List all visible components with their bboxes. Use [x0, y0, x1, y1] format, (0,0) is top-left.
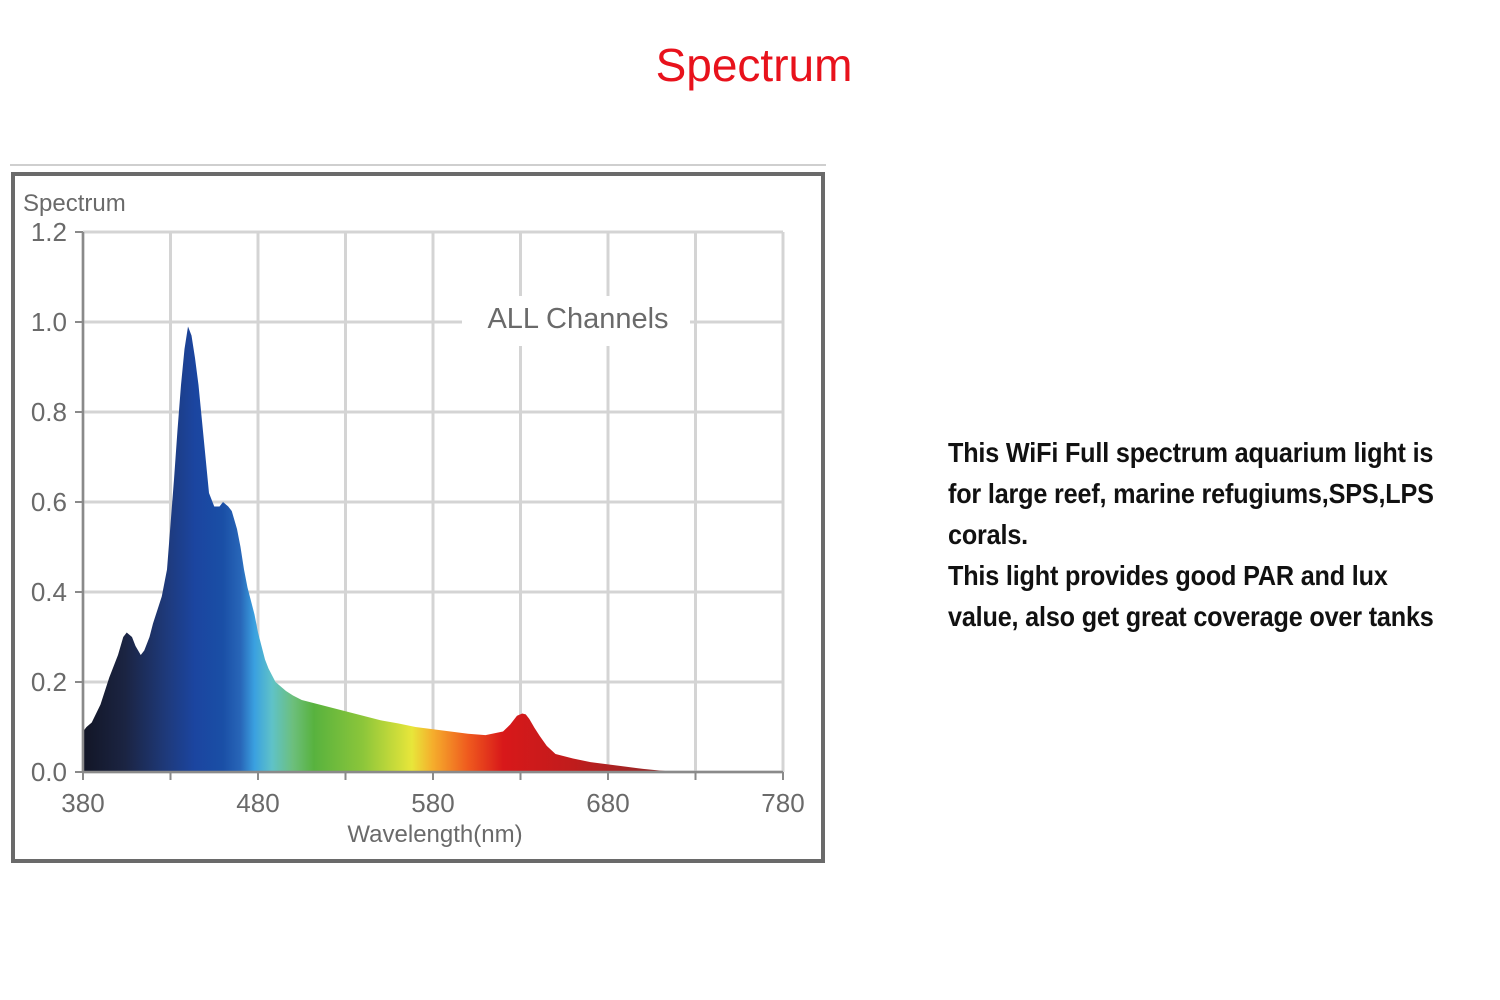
x-tick-label: 780 — [761, 788, 804, 818]
spectrum-chart-frame: 0.0 0.2 0.4 0.6 0.8 1.0 1.2 380 480 580 680 780 ALL… — [11, 172, 825, 863]
x-tick-label: 580 — [411, 788, 454, 818]
annotation-label: ALL Channels — [487, 303, 668, 335]
y-tick-label: 1.0 — [31, 307, 67, 337]
chart-axes — [75, 231, 784, 780]
y-axis-label: Spectrum — [23, 190, 126, 217]
x-tick-label: 680 — [586, 788, 629, 818]
y-tick-label: 0.8 — [31, 397, 67, 427]
spectrum-area — [83, 326, 678, 772]
y-tick-label: 0.0 — [31, 757, 67, 787]
y-tick-label: 0.4 — [31, 577, 67, 607]
x-tick-label: 480 — [236, 788, 279, 818]
y-tick-label: 0.2 — [31, 667, 67, 697]
annotation-background — [462, 296, 690, 346]
description-paragraph-2: This light provides good PAR and lux val… — [948, 560, 1434, 632]
spectrum-chart: 0.0 0.2 0.4 0.6 0.8 1.0 1.2 380 480 580 680 780 ALL… — [23, 190, 805, 848]
x-tick-label: 380 — [61, 788, 104, 818]
y-tick-label: 0.6 — [31, 487, 67, 517]
page-title: Spectrum — [655, 39, 853, 91]
product-description: This WiFi Full spectrum aquarium light i… — [948, 432, 1445, 637]
x-axis-label: Wavelength(nm) — [347, 821, 522, 848]
description-paragraph-1: This WiFi Full spectrum aquarium light i… — [948, 437, 1434, 550]
divider-line — [10, 164, 826, 166]
y-tick-label: 1.2 — [31, 217, 67, 247]
tick-labels: 0.0 0.2 0.4 0.6 0.8 1.0 1.2 380 480 580 680 780 — [31, 217, 805, 818]
